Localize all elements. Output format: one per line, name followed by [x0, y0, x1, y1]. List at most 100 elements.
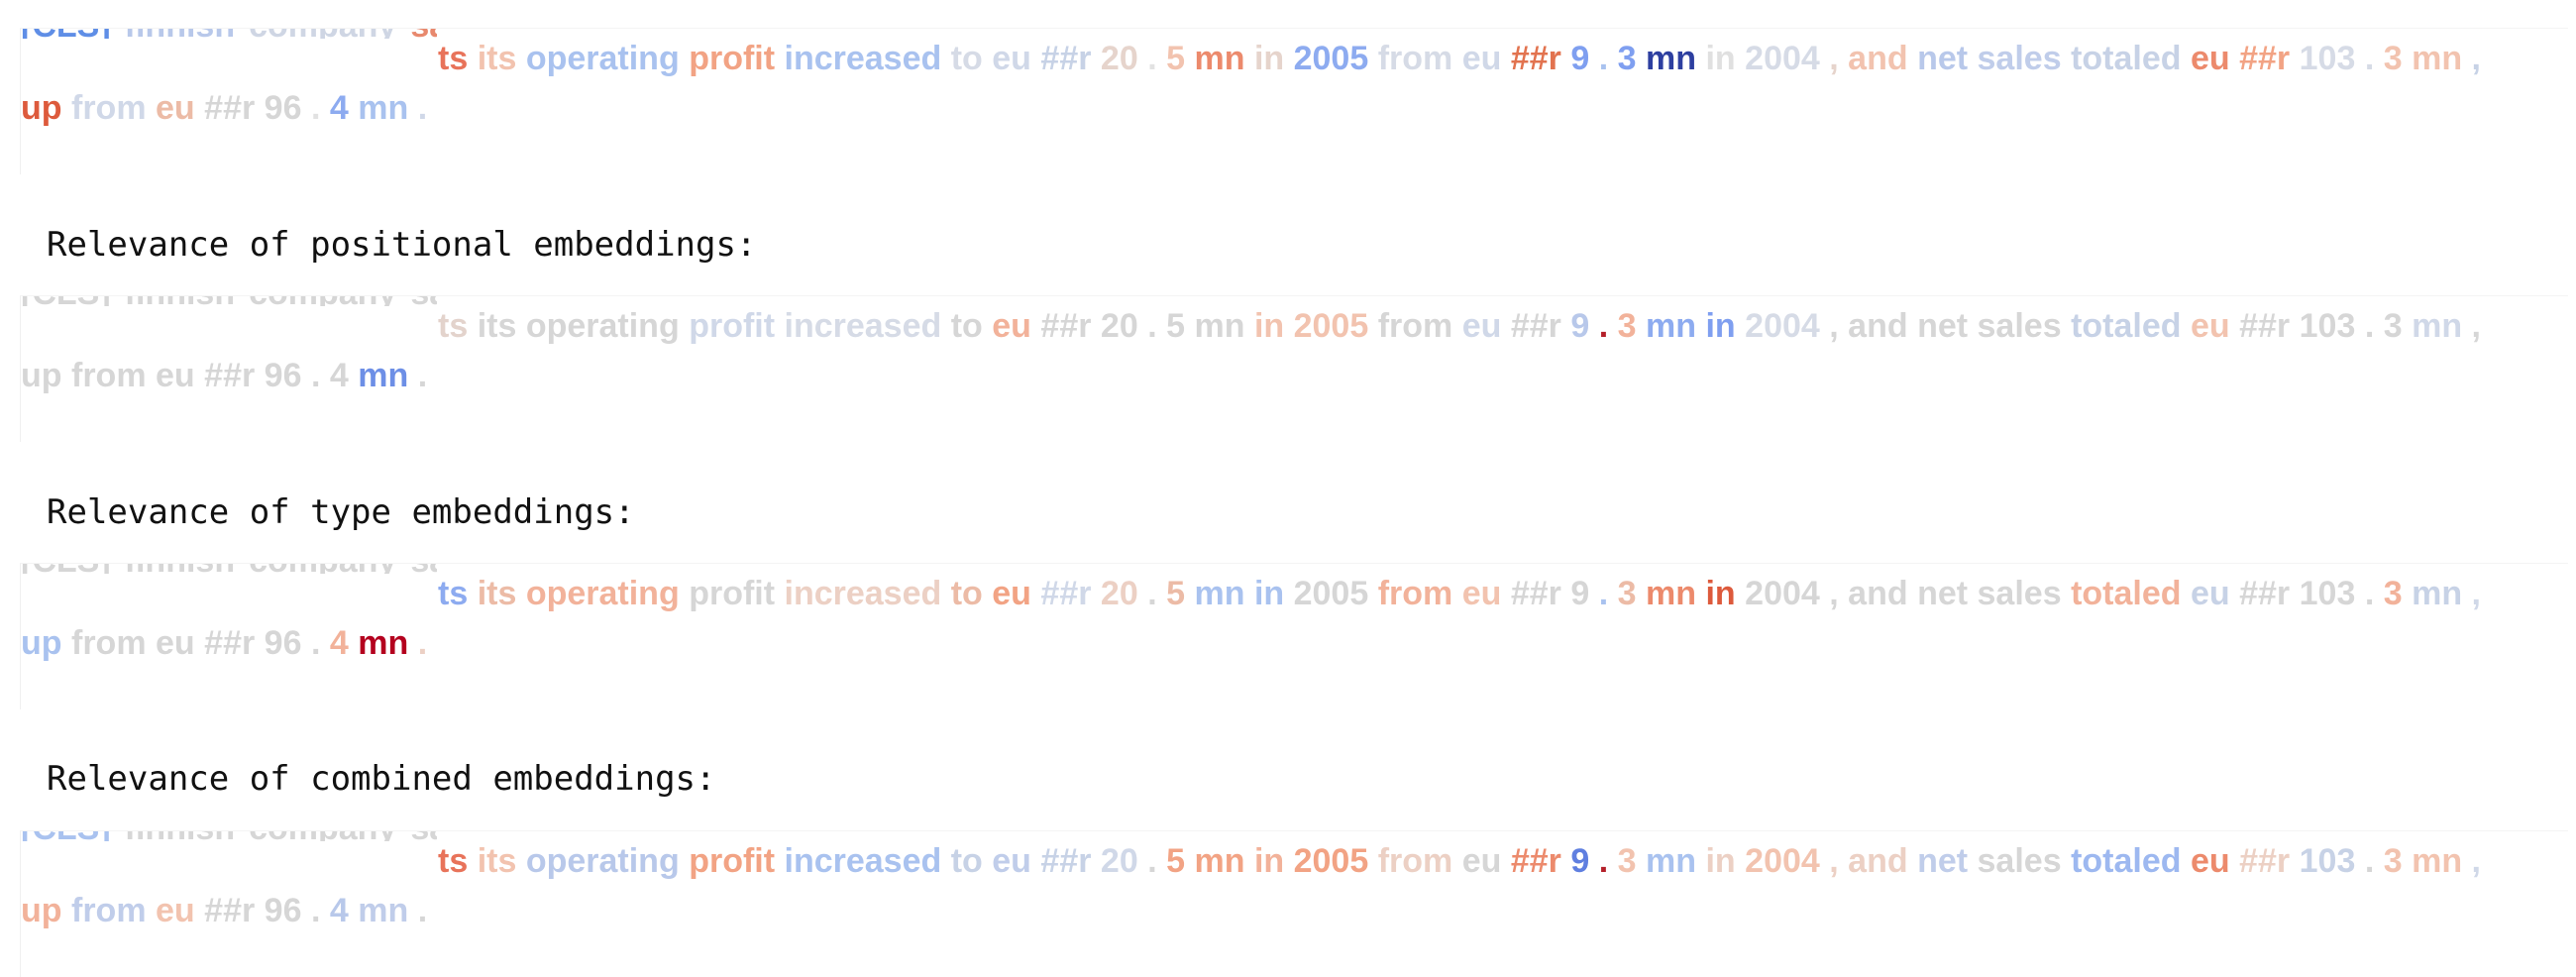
token: eu: [156, 89, 195, 127]
token: mn: [358, 357, 409, 394]
token: 3: [2383, 842, 2403, 880]
token: ,: [1829, 40, 1839, 77]
heading-type: Relevance of type embeddings:: [47, 492, 635, 532]
token: mn: [358, 892, 409, 929]
token: up: [21, 892, 62, 929]
token: totaled: [2071, 40, 2182, 77]
token: sales: [1977, 575, 2062, 612]
token: totaled: [2071, 842, 2182, 880]
token: up: [21, 624, 62, 662]
token: mn: [1646, 307, 1697, 345]
token: .: [417, 892, 428, 929]
clipped-token: said: [410, 564, 437, 574]
token: ,: [2471, 307, 2481, 345]
token: 2004: [1745, 842, 1820, 880]
token: and: [1848, 575, 1908, 612]
token: .: [310, 624, 321, 662]
token: from: [71, 892, 147, 929]
token: 4: [329, 357, 349, 394]
token: .: [310, 89, 321, 127]
token: 103: [2299, 575, 2356, 612]
token: eu: [156, 624, 195, 662]
token: totaled: [2071, 307, 2182, 345]
token: 2005: [1293, 842, 1369, 880]
token: from: [1377, 307, 1453, 345]
token: 96: [264, 892, 302, 929]
clipped-token: finnish: [125, 831, 235, 841]
token: mn: [358, 89, 409, 127]
token: mn: [1646, 842, 1697, 880]
token: to: [950, 40, 983, 77]
token: 2004: [1745, 307, 1820, 345]
token: increased: [784, 842, 942, 880]
clipped-token: said: [410, 296, 437, 306]
token: in: [1253, 575, 1285, 612]
token-text: ts its operating profit increased to eu …: [21, 831, 2569, 935]
token: mn: [2412, 40, 2463, 77]
token: eu: [2190, 575, 2230, 612]
token: 20: [1100, 40, 1138, 77]
token: ##r: [1510, 40, 1561, 77]
token: mn: [2412, 842, 2463, 880]
token: increased: [784, 575, 942, 612]
token: operating: [525, 575, 680, 612]
token: eu: [2190, 307, 2230, 345]
token: eu: [1461, 842, 1502, 880]
token: from: [1377, 40, 1453, 77]
token: mn: [2412, 575, 2463, 612]
token: ##r: [2239, 307, 2291, 345]
token: ##r: [1510, 307, 1561, 345]
token: in: [1705, 575, 1736, 612]
token: .: [417, 357, 428, 394]
token: ,: [1829, 307, 1839, 345]
clipped-token: [CLS]: [21, 831, 111, 841]
token: 2004: [1745, 575, 1820, 612]
token: 2004: [1745, 40, 1820, 77]
clipped-token-row: [CLS]finnishcompanysaidthat“”: [21, 831, 437, 841]
token: eu: [2190, 40, 2230, 77]
token: in: [1705, 40, 1736, 77]
clipped-token-strip: [CLS]finnishcompanysaidthat“”: [21, 831, 437, 841]
token: 2005: [1293, 307, 1369, 345]
token: .: [2364, 40, 2375, 77]
type-relevance-block: [CLS]finnishcompanysaidthat“” ts its ope…: [20, 563, 2568, 709]
token: .: [1598, 40, 1609, 77]
token: its: [477, 842, 517, 880]
token: ##r: [1040, 842, 1092, 880]
token: up: [21, 89, 62, 127]
token: .: [1598, 842, 1609, 880]
token: and: [1848, 307, 1908, 345]
token: up: [21, 357, 62, 394]
token: 96: [264, 89, 302, 127]
token: ##r: [1510, 575, 1561, 612]
token: eu: [992, 842, 1031, 880]
token: 96: [264, 624, 302, 662]
token: profit: [689, 842, 776, 880]
token: from: [71, 89, 147, 127]
token: operating: [525, 307, 680, 345]
token: ts: [438, 575, 469, 612]
token: eu: [992, 40, 1031, 77]
token: its: [477, 307, 517, 345]
token: 103: [2299, 307, 2356, 345]
token: ##r: [1040, 40, 1092, 77]
token: .: [1147, 575, 1157, 612]
heading-combined: Relevance of combined embeddings:: [47, 759, 716, 799]
token: eu: [1461, 575, 1502, 612]
token: .: [417, 624, 428, 662]
clipped-token: finnish: [125, 296, 235, 306]
token: 4: [329, 624, 349, 662]
token: .: [1147, 307, 1157, 345]
token: in: [1705, 307, 1736, 345]
token: its: [477, 575, 517, 612]
token: mn: [1194, 575, 1245, 612]
token: .: [310, 357, 321, 394]
token: ##r: [2239, 575, 2291, 612]
token: ##r: [204, 357, 256, 394]
word-relevance-block: [CLS]finnishcompanysaidthat“” ts its ope…: [20, 28, 2568, 174]
token: and: [1848, 40, 1908, 77]
token: .: [2364, 307, 2375, 345]
heading-positional: Relevance of positional embeddings:: [47, 225, 757, 265]
token: eu: [992, 307, 1031, 345]
token: its: [477, 40, 517, 77]
